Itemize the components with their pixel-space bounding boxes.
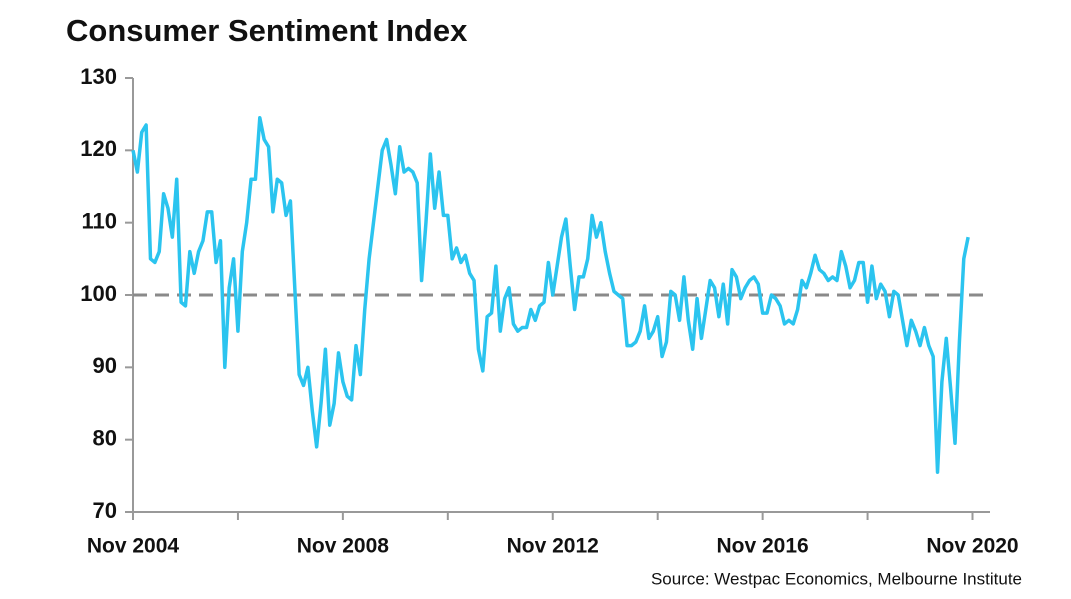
x-tick-label: Nov 2016	[717, 535, 809, 558]
x-tick-label: Nov 2020	[926, 535, 1018, 558]
data-line	[131, 116, 970, 474]
x-tick-label: Nov 2012	[507, 535, 599, 558]
x-tick-label: Nov 2004	[87, 535, 180, 558]
source-note: Source: Westpac Economics, Melbourne Ins…	[651, 569, 1022, 588]
y-tick-label: 80	[93, 425, 117, 450]
y-tick-label: 90	[93, 353, 117, 378]
y-tick-label: 100	[80, 281, 117, 306]
y-tick-label: 130	[80, 64, 117, 89]
y-tick-label: 120	[80, 136, 117, 161]
y-tick-label: 110	[82, 208, 118, 233]
x-tick-label: Nov 2008	[297, 535, 390, 558]
chart-title: Consumer Sentiment Index	[66, 13, 468, 48]
y-tick-label: 70	[93, 498, 117, 523]
